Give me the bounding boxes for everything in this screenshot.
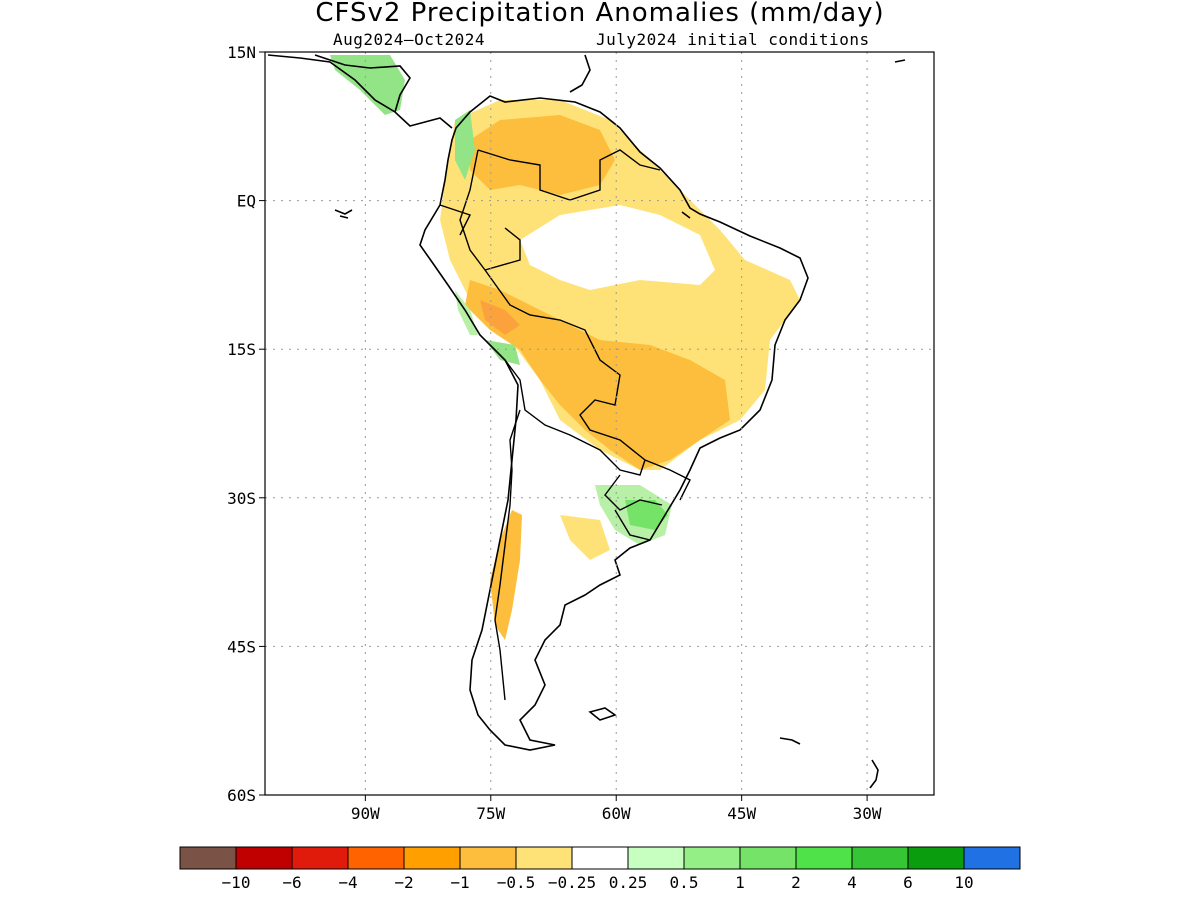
lon-tick-label: 90W: [351, 804, 380, 823]
south-america-coastline: [419, 95, 809, 751]
colorbar-label: 10: [954, 873, 973, 892]
lon-tick-label: 60W: [602, 804, 631, 823]
anomaly-region-central-dry: [465, 280, 730, 470]
anomaly-region-peru-core: [480, 300, 520, 335]
colorbar-swatch: [515, 846, 573, 870]
lat-tick-label: 30S: [227, 489, 256, 508]
colorbar-label: −1: [450, 873, 469, 892]
subtitle-initial-conditions: July2024 initial conditions: [596, 30, 870, 49]
lat-tick-label: EQ: [237, 192, 256, 211]
colorbar-swatch: [235, 846, 293, 870]
anomaly-region-central-america-wet: [330, 55, 405, 115]
colorbar-label: −10: [222, 873, 251, 892]
map-title: CFSv2 Precipitation Anomalies (mm/day): [315, 0, 885, 28]
anomaly-region-andes-dry: [490, 510, 522, 640]
colorbar-label: 2: [791, 873, 801, 892]
colorbar-swatch: [179, 846, 237, 870]
anomaly-region-argentina-dry: [560, 515, 610, 560]
falkland-islands: [588, 707, 617, 721]
central-america-coastline: [267, 54, 453, 129]
colorbar-label: −0.25: [548, 873, 596, 892]
colorbar-swatch: [571, 846, 629, 870]
colorbar-label: 1: [735, 873, 745, 892]
colorbar-label: 4: [847, 873, 857, 892]
colorbar-swatch: [403, 846, 461, 870]
colorbar-label: −6: [282, 873, 301, 892]
lat-tick-label: 45S: [227, 637, 256, 656]
colorbar-swatch: [907, 846, 965, 870]
colorbar-swatch: [459, 846, 517, 870]
coastline-layer: [267, 54, 906, 789]
caribbean-coast: [569, 54, 591, 93]
lon-tick-label: 30W: [853, 804, 882, 823]
galapagos-islands: [334, 209, 353, 219]
lat-tick-label: 15N: [227, 43, 256, 62]
lat-tick-label: 15S: [227, 340, 256, 359]
subtitle-period: Aug2024–Oct2024: [333, 30, 485, 49]
south-georgia: [779, 737, 801, 745]
tick-layer: 15N EQ 15S 30S 45S 60S 90W 75W 60W 45W 30W: [227, 43, 882, 823]
anomaly-region-bolivia-wet: [485, 340, 520, 365]
colorbar-label: 0.5: [670, 873, 699, 892]
anomaly-region-uruguay-wet-core: [625, 500, 668, 530]
lon-tick-label: 45W: [727, 804, 756, 823]
colorbar-swatch: [627, 846, 685, 870]
central-america-coastline-north: [314, 54, 411, 113]
anomaly-region-colombia-wet: [455, 110, 475, 180]
anomaly-layer: [330, 55, 800, 640]
lon-tick-label: 75W: [476, 804, 505, 823]
colorbar-label: 0.25: [609, 873, 648, 892]
colorbar-swatch: [347, 846, 405, 870]
colorbar-swatch: [291, 846, 349, 870]
colorbar-label: 6: [903, 873, 913, 892]
colorbar-label: −4: [338, 873, 357, 892]
lat-tick-label: 60S: [227, 786, 256, 805]
colorbar: −10 −6 −4 −2 −1 −0.5 −0.25 0.25 0.5 1 2 4 6 10: [179, 846, 1021, 892]
anomaly-region-amazon-neutral: [520, 205, 715, 290]
colorbar-label: −0.5: [497, 873, 536, 892]
colorbar-swatch: [851, 846, 909, 870]
anomaly-region-venezuela-dry: [470, 115, 615, 195]
colorbar-label: −2: [394, 873, 413, 892]
colorbar-swatch: [683, 846, 741, 870]
country-borders: [439, 149, 691, 701]
caribbean-islands: [681, 59, 906, 219]
colorbar-swatch: [963, 846, 1021, 870]
map-frame: [264, 51, 935, 796]
colorbar-swatch: [739, 846, 797, 870]
colorbar-swatch: [795, 846, 853, 870]
south-sandwich-islands: [869, 759, 879, 789]
